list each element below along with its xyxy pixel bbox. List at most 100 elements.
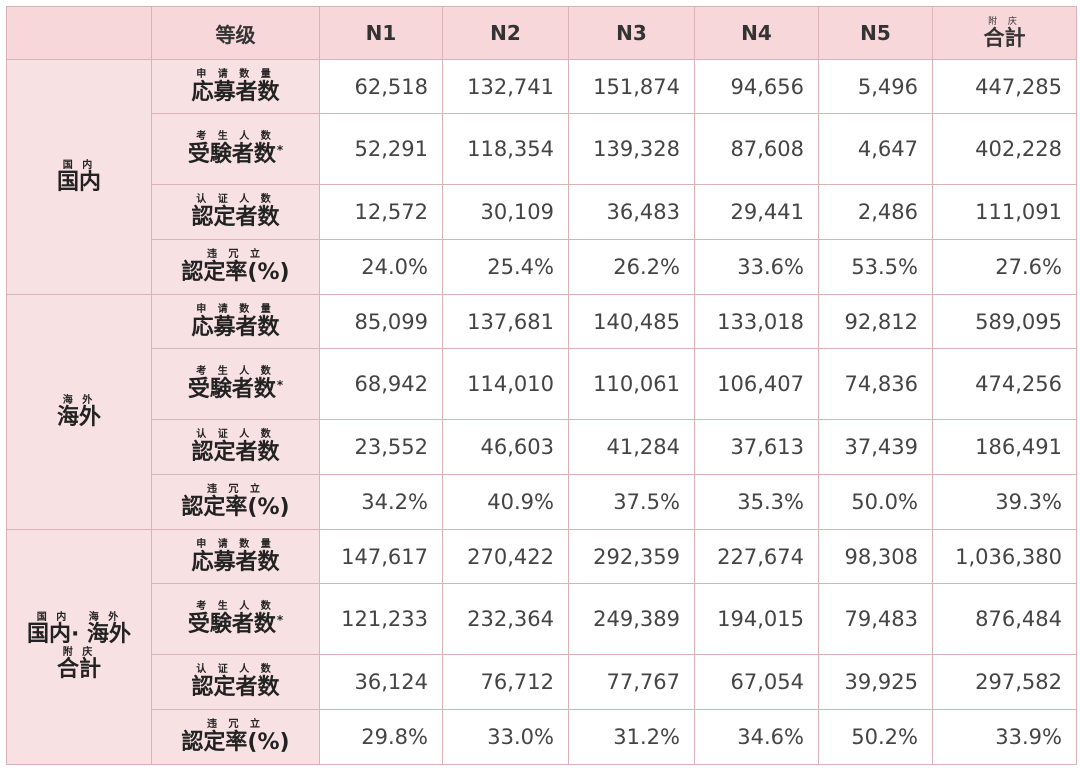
region-cell: 国 内 海 外国内· 海外附 庆合計 (6, 529, 152, 765)
metric-label-wrap: 応募者数 (153, 315, 319, 340)
metric-ruby: 认 证 人 数 (196, 664, 275, 675)
value-cell: 36,483 (568, 184, 695, 240)
value-cell: 140,485 (568, 294, 695, 349)
value-cell: 74,836 (818, 348, 933, 420)
table-row: 认 证 人 数認定者数 23,552 46,603 41,284 37,613 37,43… (7, 419, 1077, 475)
region-cell: 国 内国内 (6, 59, 152, 295)
value-cell: 36,124 (319, 654, 443, 710)
value-cell: 270,422 (442, 529, 569, 584)
metric-label-wrap: 認定率(%) (153, 730, 319, 755)
value-cell: 2,486 (818, 184, 933, 240)
metric-label: 認定率(%) (181, 495, 290, 520)
metric-label-cell: 申 请 数 量応募者数 (151, 529, 320, 584)
value-cell: 474,256 (932, 348, 1077, 420)
metric-label: 応募者数 (191, 79, 280, 105)
value-cell: 26.2% (568, 239, 695, 295)
metric-label: 受験者数 (187, 142, 276, 167)
region-label: 国内 (56, 169, 101, 195)
table-row: 考 生 人 数受験者数* 52,291 118,354 139,328 87,608 4,… (7, 113, 1077, 185)
value-cell: 25.4% (442, 239, 569, 295)
value-cell: 151,874 (568, 59, 695, 114)
value-cell: 23,552 (319, 419, 443, 475)
metric-label-cell: 认 证 人 数認定者数 (151, 184, 320, 240)
header-total-label: 合計 (983, 25, 1026, 50)
value-cell: 29.8% (319, 709, 443, 765)
metric-ruby: 违 冗 立 (207, 484, 264, 495)
metric-ruby: 违 冗 立 (207, 719, 264, 730)
value-cell: 39.3% (932, 474, 1077, 530)
value-cell: 87,608 (694, 113, 819, 185)
value-cell: 12,572 (319, 184, 443, 240)
value-cell: 33.0% (442, 709, 569, 765)
value-cell: 31.2% (568, 709, 695, 765)
region-cell: 海 外海外 (6, 294, 152, 530)
table-row: 海 外海外 申 请 数 量応募者数 85,099 137,681 140,485 133,… (6, 294, 1077, 530)
value-cell: 34.2% (319, 474, 443, 530)
value-cell: 50.0% (818, 474, 933, 530)
value-cell: 4,647 (818, 113, 933, 185)
metric-label-wrap: 認定者数 (153, 675, 319, 700)
metric-label-cell: 考 生 人 数受験者数* (151, 348, 320, 420)
table-row: 认 证 人 数認定者数 36,124 76,712 77,767 67,054 39,92… (7, 654, 1077, 710)
value-cell: 147,617 (319, 529, 443, 584)
value-cell: 50.2% (818, 709, 933, 765)
header-level-n5: N5 (818, 6, 933, 60)
region-ruby: 国 内 海 外 (36, 612, 122, 623)
region-label: 海外 (56, 404, 101, 430)
value-cell: 79,483 (818, 583, 933, 655)
value-cell: 37,613 (694, 419, 819, 475)
value-cell: 39,925 (818, 654, 933, 710)
value-cell: 34.6% (694, 709, 819, 765)
metric-label-wrap: 応募者数 (153, 79, 319, 105)
value-cell: 29,441 (694, 184, 819, 240)
value-cell: 30,109 (442, 184, 569, 240)
value-cell: 53.5% (818, 239, 933, 295)
value-cell: 77,767 (568, 654, 695, 710)
value-cell: 62,518 (319, 59, 443, 114)
value-cell: 68,942 (319, 348, 443, 420)
metric-label-wrap: 認定者数 (153, 440, 319, 465)
header-grade: 等级 (151, 6, 320, 60)
metric-ruby: 考 生 人 数 (196, 366, 275, 377)
metric-label: 認定者数 (191, 205, 280, 230)
value-cell: 132,741 (442, 59, 569, 114)
metric-ruby: 申 请 数 量 (196, 68, 275, 80)
metric-label-wrap: 応募者数 (153, 549, 319, 575)
header-blank-cell (6, 6, 152, 60)
value-cell: 297,582 (932, 654, 1077, 710)
table-row: 违 冗 立認定率(%) 29.8% 33.0% 31.2% 34.6% 50.2% 33.9… (7, 709, 1077, 765)
metric-label: 認定者数 (191, 440, 280, 465)
header-level-n3: N3 (568, 6, 695, 60)
table-row: 认 证 人 数認定者数 12,572 30,109 36,483 29,441 2,486… (7, 184, 1077, 240)
header-level-n1: N1 (319, 6, 443, 60)
value-cell: 85,099 (319, 294, 443, 349)
value-cell: 133,018 (694, 294, 819, 349)
value-cell: 447,285 (932, 59, 1077, 114)
metric-label-cell: 违 冗 立認定率(%) (151, 239, 320, 295)
metric-label-wrap: 認定率(%) (153, 260, 319, 285)
header-row: 等级 N1 N2 N3 N4 N5 附 庆 合計 (6, 6, 1077, 60)
value-cell: 589,095 (932, 294, 1077, 349)
header-level-n4: N4 (694, 6, 819, 60)
metric-label-wrap: 受験者数* (153, 377, 319, 402)
asterisk-mark: * (276, 613, 284, 627)
value-cell: 110,061 (568, 348, 695, 420)
table-row: 考 生 人 数受験者数* 68,942 114,010 110,061 106,407 7… (7, 348, 1077, 420)
value-cell: 37.5% (568, 474, 695, 530)
metric-ruby: 违 冗 立 (207, 249, 264, 260)
value-cell: 24.0% (319, 239, 443, 295)
value-cell: 137,681 (442, 294, 569, 349)
value-cell: 249,389 (568, 583, 695, 655)
value-cell: 94,656 (694, 59, 819, 114)
metric-label: 受験者数 (187, 377, 276, 402)
metric-label: 受験者数 (187, 612, 276, 637)
metric-label-cell: 认 证 人 数認定者数 (151, 419, 320, 475)
metric-ruby: 认 证 人 数 (196, 429, 275, 440)
metric-label: 応募者数 (191, 549, 280, 575)
metric-ruby: 申 请 数 量 (196, 303, 275, 315)
region-extra-ruby: 附 庆 (62, 647, 96, 658)
region-label: 国内· 海外 (26, 622, 132, 647)
value-cell: 35.3% (694, 474, 819, 530)
value-cell: 37,439 (818, 419, 933, 475)
value-cell: 67,054 (694, 654, 819, 710)
